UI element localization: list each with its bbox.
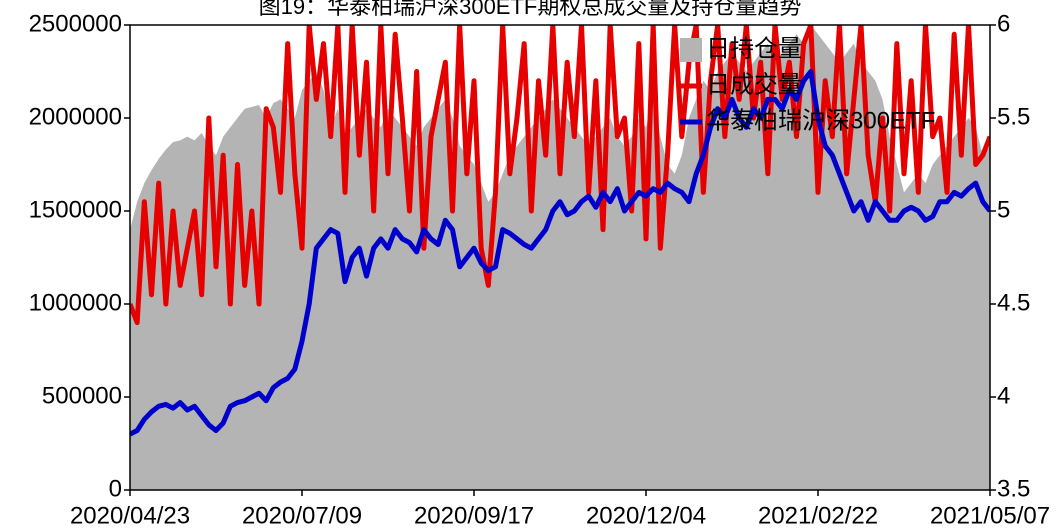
y-tick-label: 500000 xyxy=(42,382,122,409)
y2-tick-label: 4.5 xyxy=(997,289,1030,316)
y-tick-label: 1000000 xyxy=(29,289,122,316)
y-tick-label: 2000000 xyxy=(29,103,122,130)
plot-frame xyxy=(129,24,991,491)
x-tick-label: 2021/05/07 xyxy=(930,502,1050,529)
chart-title: 图19：华泰柏瑞沪深300ETF期权总成交量及持仓量趋势 xyxy=(259,0,802,19)
y-tick-label: 1500000 xyxy=(29,196,122,223)
line xyxy=(130,25,990,326)
y-tick-label: 0 xyxy=(109,475,122,502)
plot-area xyxy=(130,25,990,490)
legend-label: 华泰柏瑞沪深300ETF xyxy=(706,107,935,134)
x-tick-label: 2020/09/17 xyxy=(414,502,534,529)
y2-tick-label: 6 xyxy=(997,10,1010,37)
x-tick-label: 2021/02/22 xyxy=(758,502,878,529)
y-tick-label: 2500000 xyxy=(29,10,122,37)
y2-tick-label: 4 xyxy=(997,382,1010,409)
y2-tick-label: 3.5 xyxy=(997,475,1030,502)
x-tick-label: 2020/12/04 xyxy=(586,502,706,529)
y2-tick-label: 5.5 xyxy=(997,103,1030,130)
line xyxy=(130,69,990,437)
x-tick-label: 2020/04/23 xyxy=(70,502,190,529)
x-tick-label: 2020/07/09 xyxy=(242,502,362,529)
legend-swatch xyxy=(680,38,702,62)
y2-tick-label: 5 xyxy=(997,196,1010,223)
legend-label: 日成交量 xyxy=(706,71,802,98)
legend-label: 日持仓量 xyxy=(706,35,802,62)
